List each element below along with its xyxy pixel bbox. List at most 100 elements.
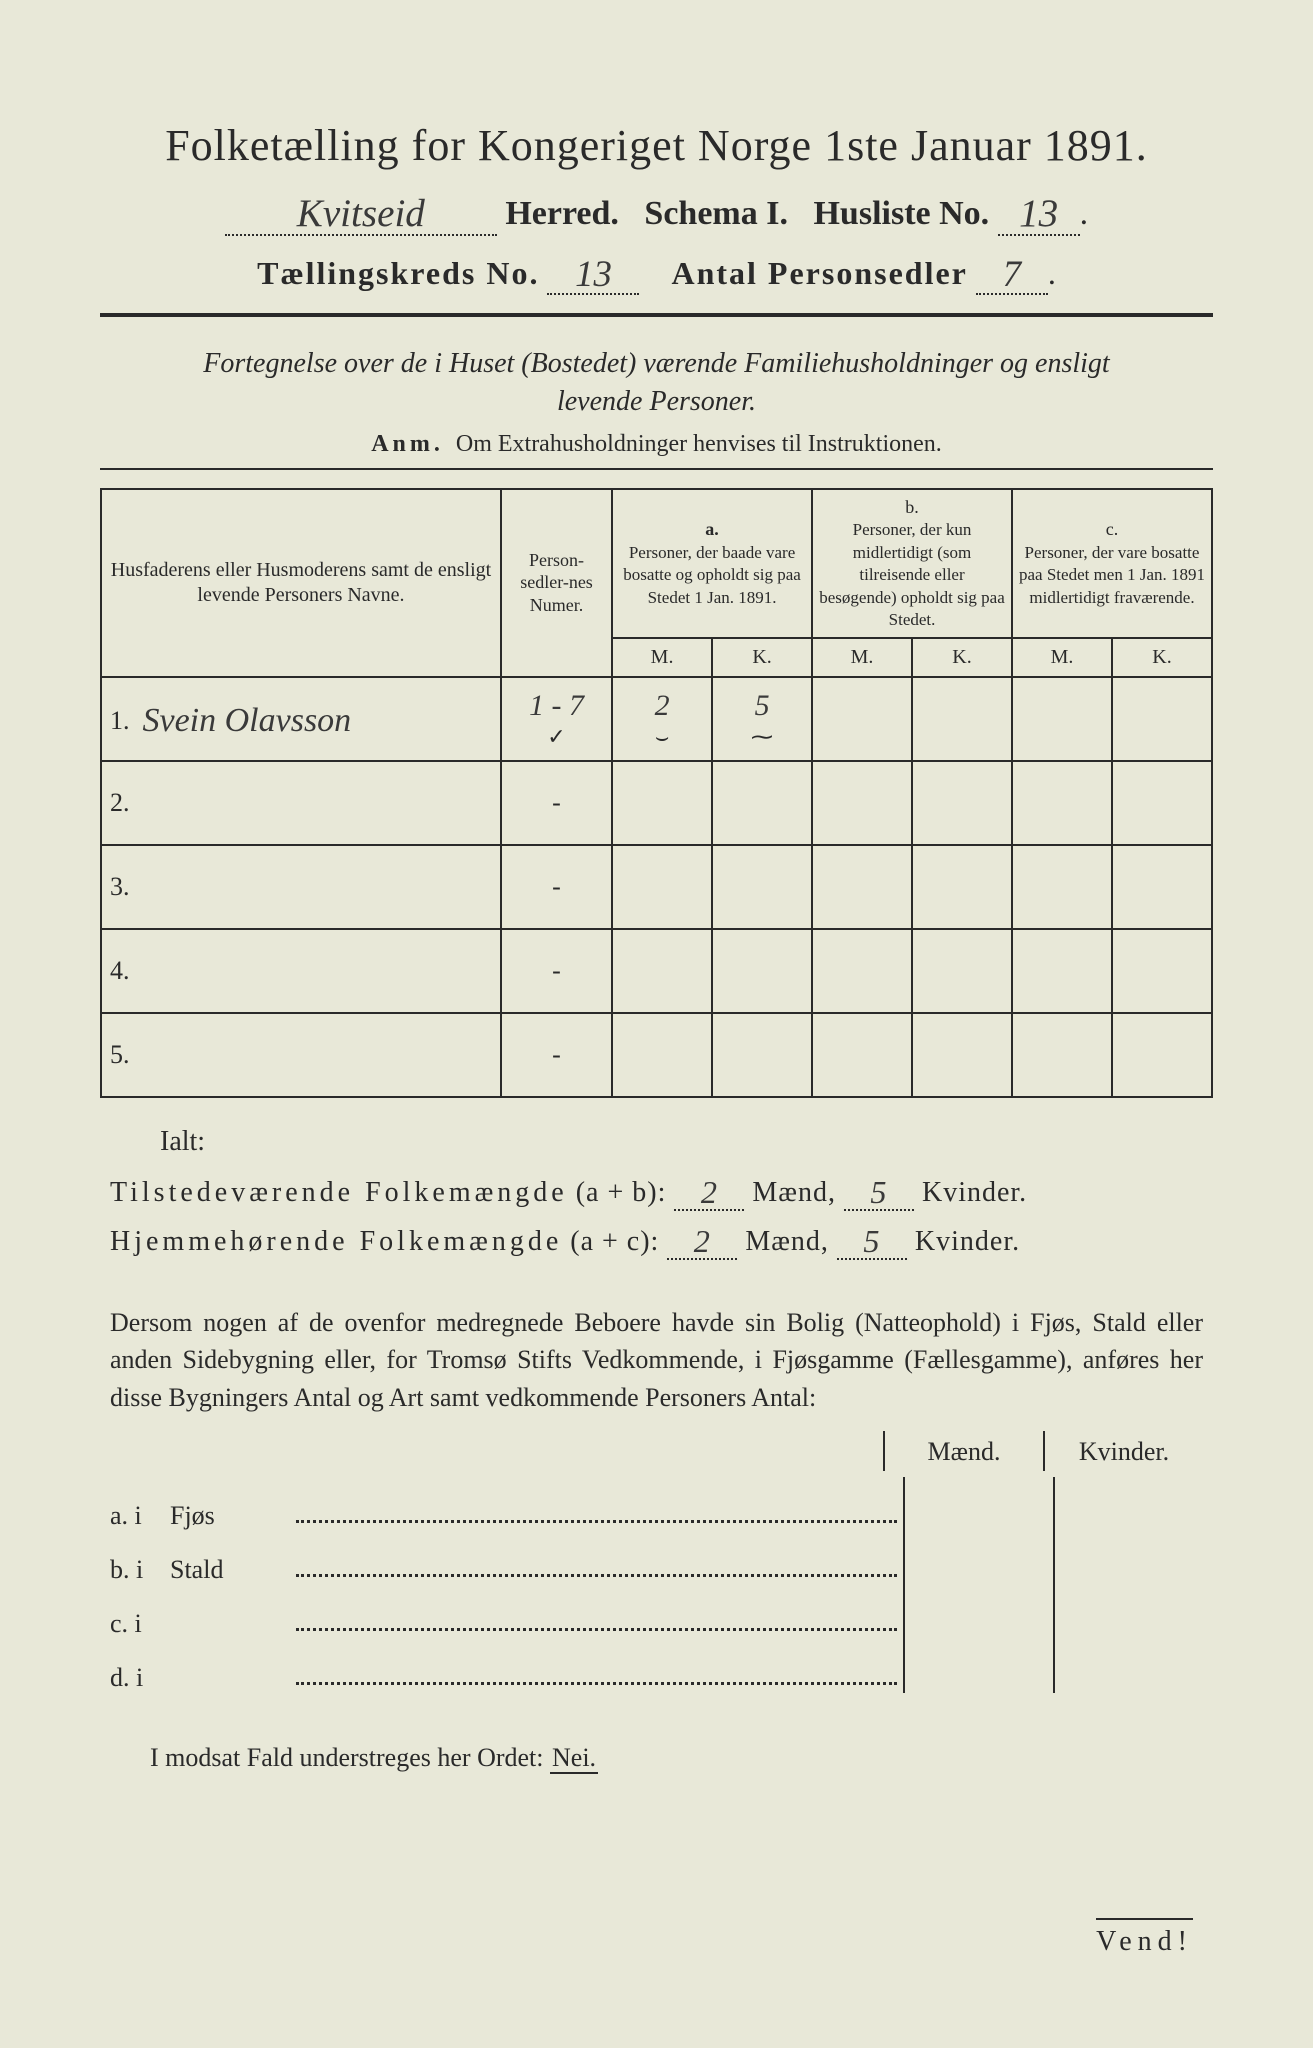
- sidebyg-dots: [296, 1520, 897, 1523]
- table-row: 4. -: [101, 929, 1212, 1013]
- ialt-label: Ialt:: [160, 1126, 1213, 1158]
- th-a-text: Personer, der baade vare bosatte og opho…: [623, 543, 801, 607]
- th-a-m: M.: [612, 638, 712, 677]
- th-a-label: a.: [705, 519, 719, 539]
- row-idx: 2.: [110, 788, 136, 818]
- row-b-m: [812, 845, 912, 929]
- row-a-k: [712, 1013, 812, 1097]
- th-name-text: Husfaderens eller Husmoderens samt de en…: [111, 559, 491, 606]
- th-c-label: c.: [1106, 519, 1119, 539]
- sidebyg-table: Mænd. Kvinder. a. i Fjøs b. i Stald c. i…: [110, 1437, 1203, 1693]
- sidebyg-hdr-k: Kvinder.: [1043, 1431, 1203, 1471]
- th-name: Husfaderens eller Husmoderens samt de en…: [101, 489, 501, 677]
- row-b-k: [912, 1013, 1012, 1097]
- th-c: c. Personer, der vare bosatte paa Stedet…: [1012, 489, 1212, 638]
- sidebyg-cols: [903, 1531, 1203, 1585]
- table-row: 1. Svein Olavsson 1 - 7 ✓ 2 ⌣ 5 ⁓: [101, 677, 1212, 761]
- sidebyg-lab: d. i: [110, 1663, 170, 1693]
- totals-tk: 5: [870, 1174, 887, 1210]
- totals-tm: 2: [701, 1174, 718, 1210]
- th-a-k: K.: [712, 638, 812, 677]
- row-c-k: [1112, 761, 1212, 845]
- row-num-tick: ✓: [547, 724, 565, 749]
- row-num: -: [501, 761, 612, 845]
- row-a-k: 5 ⁓: [712, 677, 812, 761]
- row-b-k: [912, 929, 1012, 1013]
- husliste-label: Husliste No.: [813, 195, 989, 232]
- table-row: 5. -: [101, 1013, 1212, 1097]
- row-a-m: [612, 761, 712, 845]
- page-title: Folketælling for Kongeriget Norge 1ste J…: [100, 120, 1213, 171]
- row-b-m: [812, 1013, 912, 1097]
- annotation-line: Anm. Om Extrahusholdninger henvises til …: [100, 431, 1213, 458]
- subtitle: Fortegnelse over de i Huset (Bostedet) v…: [160, 345, 1153, 421]
- totals-2a: Hjemmehørende Folkemængde: [110, 1226, 562, 1257]
- sidebyg-hdr-m: Mænd.: [883, 1431, 1043, 1471]
- sidebyg-row: a. i Fjøs: [110, 1477, 1203, 1531]
- row-ak-tick: ⁓: [751, 724, 773, 749]
- row-c-k: [1112, 845, 1212, 929]
- row-num: 1 - 7 ✓: [501, 677, 612, 761]
- row-b-k: [912, 845, 1012, 929]
- totals-maend: Mænd,: [752, 1177, 836, 1208]
- sidebyg-row: c. i: [110, 1585, 1203, 1639]
- anm-label: Anm.: [371, 431, 444, 457]
- table-row: 3. -: [101, 845, 1212, 929]
- row-c-m: [1012, 929, 1112, 1013]
- th-c-k: K.: [1112, 638, 1212, 677]
- census-form-page: Folketælling for Kongeriget Norge 1ste J…: [0, 0, 1313, 2048]
- sidebyg-cols: [903, 1639, 1203, 1693]
- header-line-2: Tællingskreds No. 13 Antal Personsedler …: [100, 250, 1213, 295]
- row-ak-val: 5: [755, 689, 770, 722]
- th-b-k: K.: [912, 638, 1012, 677]
- row-am-val: 2: [655, 689, 670, 722]
- row-c-k: [1112, 929, 1212, 1013]
- row-b-m: [812, 761, 912, 845]
- sidebyg-lab: a. i: [110, 1501, 170, 1531]
- table-row: 2. -: [101, 761, 1212, 845]
- totals-kvinder: Kvinder.: [922, 1177, 1027, 1208]
- herred-label: Herred.: [505, 195, 619, 232]
- kreds-no: 13: [575, 253, 612, 294]
- sidebyg-header: Mænd. Kvinder.: [883, 1431, 1203, 1471]
- row-b-k: [912, 761, 1012, 845]
- row-num-val: 1 - 7: [529, 689, 584, 722]
- anm-text: Om Extrahusholdninger henvises til Instr…: [456, 431, 942, 457]
- totals-line-1: Tilstedeværende Folkemængde (a + b): 2 M…: [110, 1172, 1213, 1211]
- schema-label: Schema I.: [644, 195, 788, 232]
- sidebyg-lab: b. i: [110, 1555, 170, 1585]
- row-c-k: [1112, 1013, 1212, 1097]
- sidebyg-dots: [296, 1628, 897, 1631]
- sidebyg-lab: c. i: [110, 1609, 170, 1639]
- sidebyg-dots: [296, 1682, 897, 1685]
- antal-label: Antal Personsedler: [671, 255, 967, 291]
- totals-line-2: Hjemmehørende Folkemængde (a + c): 2 Mæn…: [110, 1221, 1213, 1260]
- totals-1b: (a + b):: [576, 1177, 667, 1208]
- sidebyg-cols: [903, 1477, 1203, 1531]
- sidebyg-cols: [903, 1585, 1203, 1639]
- modsat-text: I modsat Fald understreges her Ordet:: [150, 1743, 544, 1772]
- th-b-text: Personer, der kun midlertidigt (som tilr…: [819, 520, 1005, 629]
- totals-hm: 2: [694, 1223, 711, 1259]
- row-idx: 4.: [110, 956, 136, 986]
- row-b-k: [912, 677, 1012, 761]
- row-am-tick: ⌣: [655, 724, 669, 749]
- row-a-k: [712, 845, 812, 929]
- totals-2b: (a + c):: [570, 1226, 659, 1257]
- husliste-no: 13: [1019, 192, 1058, 235]
- row-c-k: [1112, 677, 1212, 761]
- row-idx: 3.: [110, 872, 136, 902]
- header-line-1: Kvitseid Herred. Schema I. Husliste No. …: [100, 189, 1213, 236]
- totals-kvinder2: Kvinder.: [915, 1226, 1020, 1257]
- th-b: b. Personer, der kun midlertidigt (som t…: [812, 489, 1012, 638]
- th-b-m: M.: [812, 638, 912, 677]
- row-a-k: [712, 761, 812, 845]
- th-a: a. Personer, der baade vare bosatte og o…: [612, 489, 812, 638]
- row-c-m: [1012, 761, 1112, 845]
- kreds-label: Tællingskreds No.: [257, 255, 539, 291]
- modsat-nei: Nei.: [550, 1743, 598, 1774]
- row-a-m: [612, 1013, 712, 1097]
- antal-no: 7: [1003, 253, 1021, 294]
- row-a-m: [612, 929, 712, 1013]
- totals-maend2: Mænd,: [745, 1226, 829, 1257]
